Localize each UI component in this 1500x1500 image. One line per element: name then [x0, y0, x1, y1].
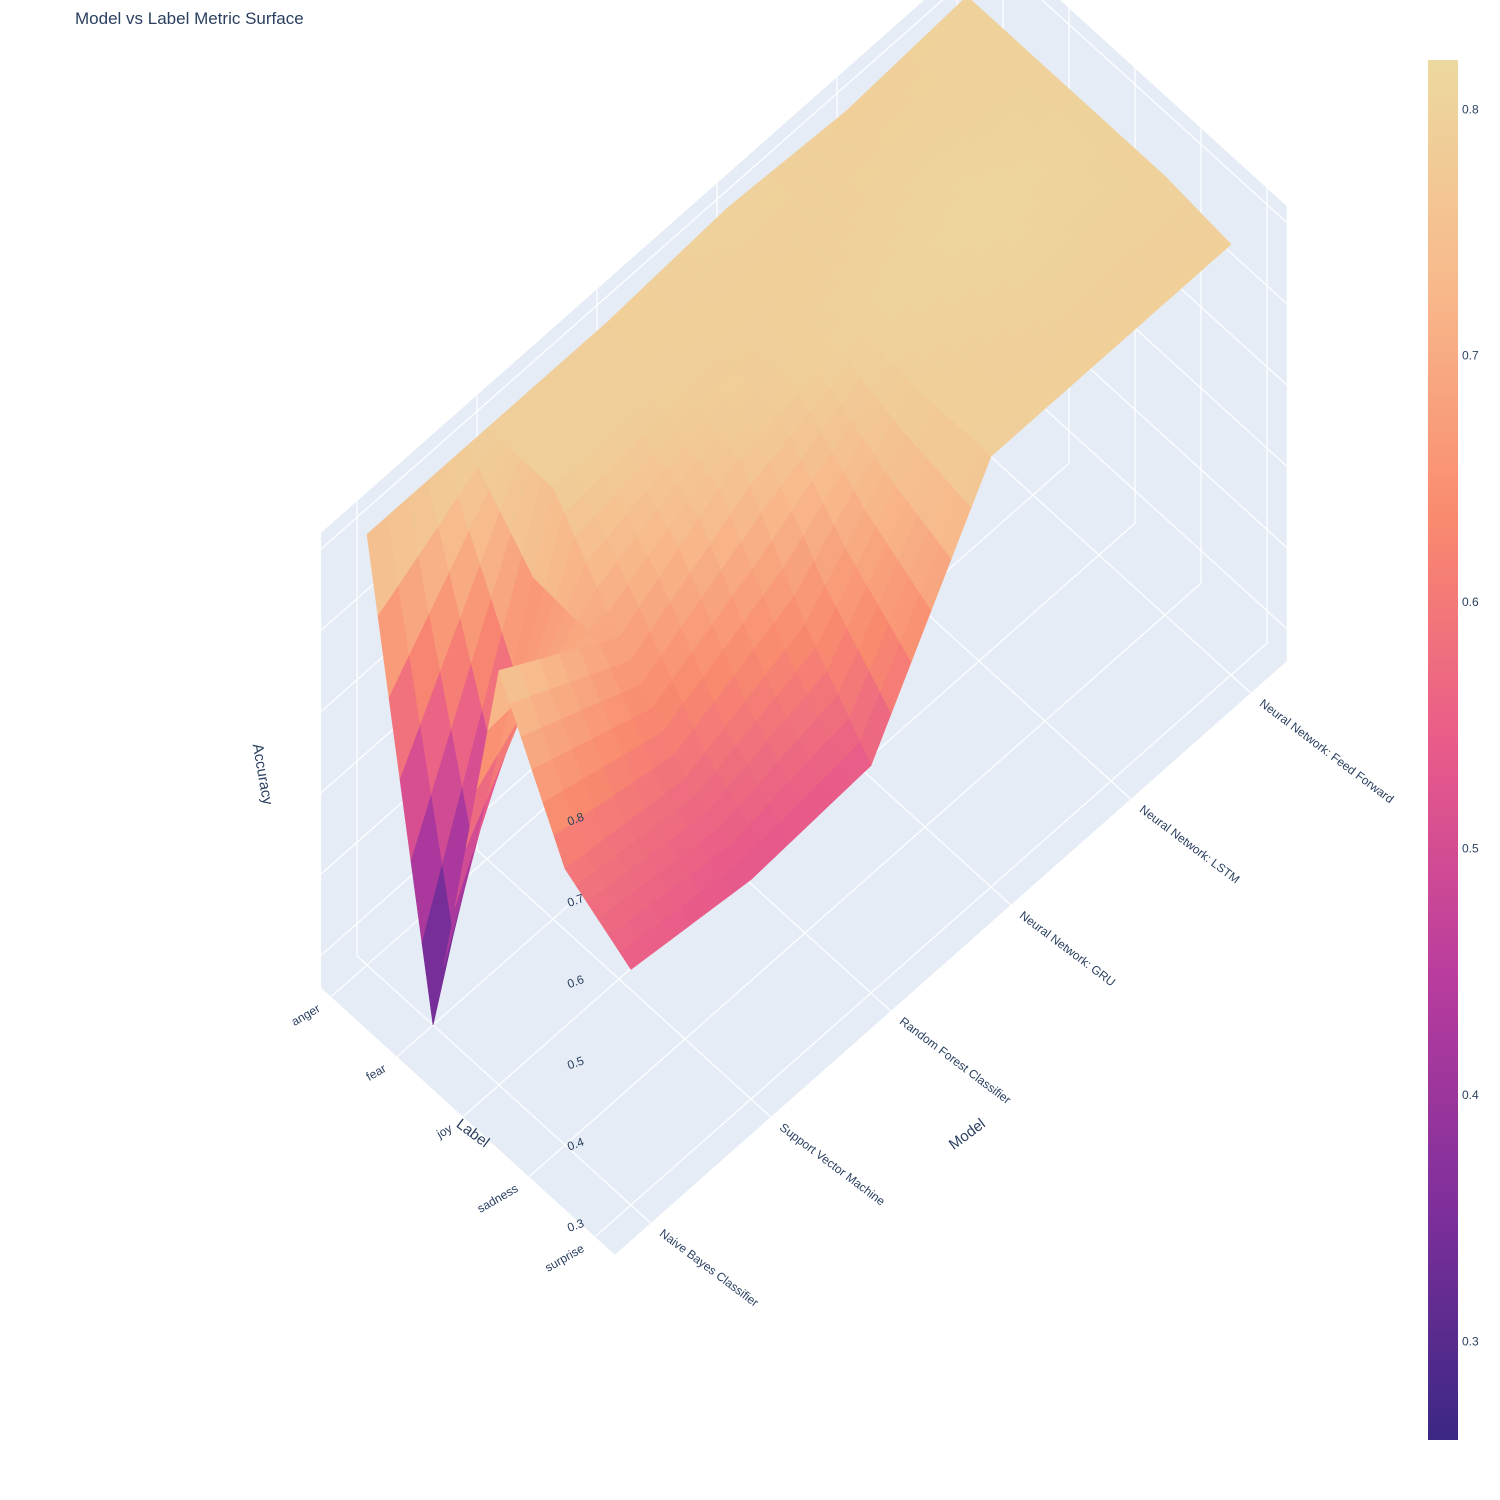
- label-tick-label: anger: [289, 1001, 323, 1028]
- model-tick-label: Neural Network: LSTM: [1137, 802, 1242, 886]
- z-tick-label: 0.6: [565, 972, 586, 991]
- z-tick-label: 0.5: [565, 1053, 586, 1072]
- gridline-z: [320, 0, 1288, 550]
- label-tick-label: joy: [433, 1121, 454, 1141]
- z-tick-label: 0.8: [565, 810, 586, 829]
- label-tick-label: fear: [364, 1061, 389, 1083]
- label-tick-label: surprise: [543, 1241, 587, 1275]
- gridline-label: [594, 188, 1268, 1238]
- model-tick-label: Neural Network: Feed Forward: [1257, 696, 1396, 806]
- z-axis-title: Accuracy: [249, 742, 277, 806]
- colorbar-tick-label: 0.3: [1462, 1334, 1479, 1348]
- surface-mesh: [366, 0, 1232, 1026]
- gridline-model: [356, 501, 652, 1224]
- model-tick-label: Random Forest Classifier: [897, 1014, 1014, 1107]
- colorbar-tick-label: 0.5: [1462, 842, 1479, 856]
- model-axis-title: Model: [946, 1115, 989, 1153]
- model-tick-label: Support Vector Machine: [777, 1120, 888, 1208]
- colorbar-gradient: [1428, 60, 1458, 1440]
- colorbar-tick-label: 0.4: [1462, 1088, 1479, 1102]
- z-tick-label: 0.7: [565, 891, 586, 910]
- model-tick-label: Neural Network: GRU: [1017, 908, 1118, 989]
- label-tick-label: sadness: [475, 1181, 521, 1215]
- colorbar: 0.3 0.4 0.5 0.6 0.7 0.8: [1428, 60, 1479, 1440]
- colorbar-tick-label: 0.6: [1462, 595, 1479, 609]
- colorbar-tick-label: 0.7: [1462, 349, 1479, 363]
- z-tick-label: 0.4: [565, 1135, 586, 1154]
- surface-cell: [619, 937, 652, 970]
- model-tick-label: Naive Bayes Classifier: [657, 1226, 761, 1309]
- gridline-label: [528, 128, 1202, 1178]
- z-tick-label: 0.3: [565, 1216, 586, 1235]
- chart-title: Model vs Label Metric Surface: [75, 9, 304, 28]
- colorbar-tick-label: 0.8: [1462, 102, 1479, 116]
